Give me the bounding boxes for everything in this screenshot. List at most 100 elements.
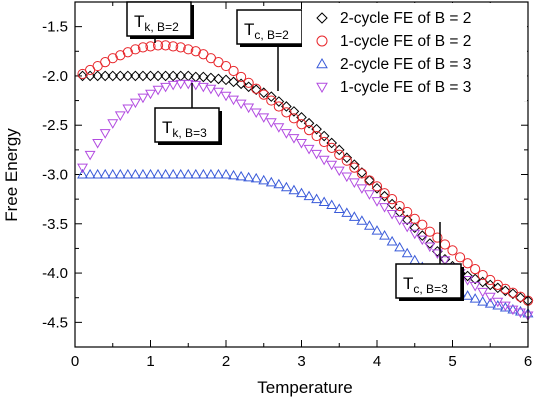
data-point <box>84 150 96 161</box>
data-point <box>318 155 330 166</box>
data-point <box>160 168 172 179</box>
data-point <box>394 215 406 226</box>
data-point <box>129 168 141 179</box>
data-point <box>492 297 504 308</box>
data-point <box>220 168 232 179</box>
data-point <box>296 139 307 149</box>
data-point <box>356 167 368 178</box>
data-point <box>250 172 262 183</box>
series-1-cycle-fe-of-b-2 <box>77 40 534 306</box>
data-point <box>265 176 277 187</box>
data-point <box>341 155 352 166</box>
data-point <box>288 113 300 124</box>
data-point <box>432 232 443 243</box>
data-point <box>197 168 209 179</box>
data-point <box>183 44 194 55</box>
data-point <box>273 178 285 189</box>
series-2-cycle-fe-of-b-3 <box>77 168 534 318</box>
data-point <box>145 70 156 82</box>
data-point <box>99 70 111 82</box>
data-point <box>84 168 96 179</box>
data-point <box>454 252 466 263</box>
data-point <box>371 182 383 194</box>
data-point <box>152 168 164 179</box>
annotation-main-text: T <box>403 274 413 293</box>
data-point <box>281 107 292 118</box>
data-point <box>205 168 217 179</box>
data-point <box>462 270 473 282</box>
data-point <box>462 258 473 269</box>
data-point <box>424 238 436 249</box>
data-point <box>220 91 232 102</box>
data-point <box>258 113 270 123</box>
data-point <box>348 178 360 188</box>
legend-item: 2-cycle FE of B = 2 <box>316 10 471 27</box>
data-point <box>152 85 164 96</box>
annotation-tk-b3: Tk, B=3 <box>154 83 222 145</box>
data-point <box>235 99 247 110</box>
data-point <box>484 298 496 308</box>
data-point <box>213 73 224 85</box>
data-point <box>107 168 119 179</box>
annotation-subscript: c, B=2 <box>254 28 289 42</box>
data-point <box>77 163 89 174</box>
data-point <box>379 190 390 202</box>
data-point <box>137 93 149 104</box>
x-tick-label: 3 <box>297 353 305 370</box>
annotation-label: Tk, B=3 <box>162 118 207 140</box>
data-point <box>160 82 172 93</box>
legend-marker <box>316 57 328 69</box>
annotation-subscript: c, B=3 <box>413 282 448 296</box>
data-point <box>114 168 126 179</box>
legend-marker <box>316 12 328 24</box>
data-point <box>266 95 277 106</box>
data-point <box>212 87 224 98</box>
data-point <box>363 190 375 200</box>
annotation-label: Tc, B=3 <box>403 274 448 296</box>
data-point <box>182 168 194 179</box>
data-point <box>152 70 164 82</box>
x-tick-label: 2 <box>222 353 230 370</box>
data-point <box>235 170 247 181</box>
data-point <box>499 301 511 312</box>
plot-frame <box>74 1 529 348</box>
legend-marker <box>316 82 328 94</box>
data-point <box>280 181 292 192</box>
data-point <box>462 290 474 300</box>
data-point <box>167 80 179 91</box>
data-point <box>175 79 187 90</box>
data-point <box>334 149 345 160</box>
data-point <box>250 84 262 96</box>
data-point <box>500 285 511 297</box>
data-point <box>99 168 111 179</box>
annotation-subscript: k, B=2 <box>144 20 179 34</box>
data-point <box>507 288 519 300</box>
data-point <box>296 112 307 123</box>
annotation-box <box>154 107 220 143</box>
y-tick-label: -2.0 <box>42 68 68 85</box>
legend-item: 1-cycle FE of B = 2 <box>316 33 471 50</box>
x-tick-label: 1 <box>146 353 154 370</box>
data-point <box>462 276 474 286</box>
annotation-tc-b3: Tc, B=3 <box>395 222 464 301</box>
data-point <box>379 203 391 213</box>
data-point <box>371 225 383 235</box>
data-point <box>273 101 284 112</box>
data-point <box>326 199 338 210</box>
legend-label: 2-cycle FE of B = 3 <box>340 56 471 73</box>
data-point <box>341 207 353 217</box>
data-point <box>363 220 375 230</box>
data-point <box>236 71 247 83</box>
data-point <box>469 293 481 303</box>
data-point <box>333 203 345 213</box>
annotation-main-text: T <box>162 118 172 137</box>
data-point <box>258 89 269 100</box>
axis-ticks: 0 1 2 3 4 5 6 -1.5 -2.0 -2.5 -3.0 -3.5 -4.0 -4.5 <box>42 1 532 370</box>
data-point <box>417 219 428 230</box>
data-point <box>152 40 164 51</box>
data-point <box>484 292 496 303</box>
data-point <box>492 299 504 310</box>
data-point <box>168 41 179 52</box>
annotation-label: Tk, B=2 <box>134 12 179 34</box>
y-tick-label: -4.0 <box>42 265 68 282</box>
